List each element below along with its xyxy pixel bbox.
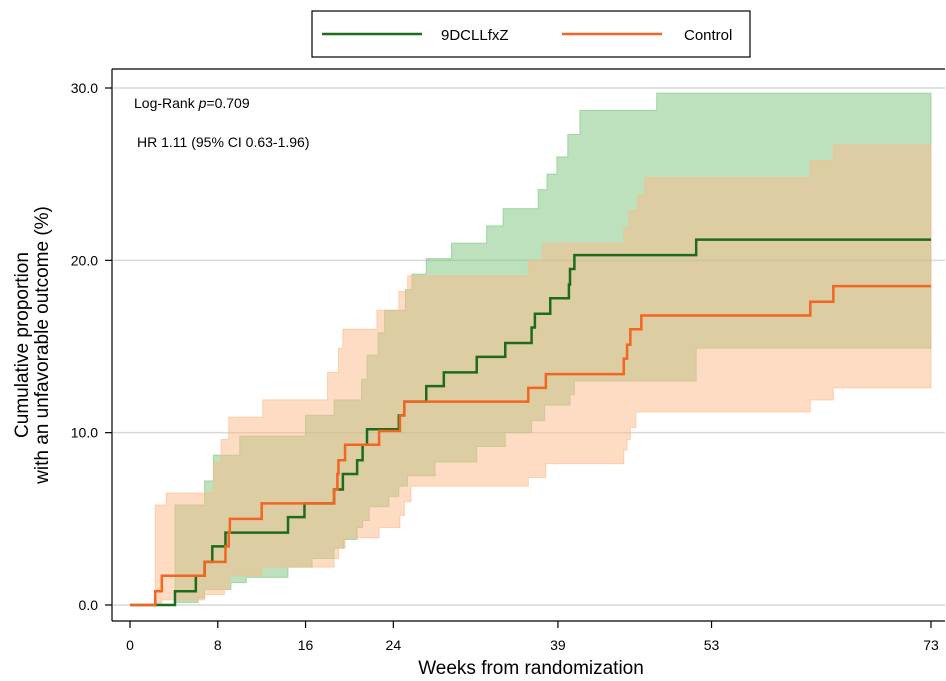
- legend: 9DCLLfxZ Control: [311, 10, 751, 58]
- x-tick-label-4: 39: [550, 637, 566, 653]
- y-tick-label-2: 20.0: [71, 252, 98, 268]
- y-axis-title-line1: Cumulative proportion: [12, 252, 33, 438]
- y-tick-label-0: 0.0: [79, 597, 99, 613]
- y-ticks: 0.0 10.0 20.0 30.0: [71, 80, 112, 613]
- ci-band-control: [130, 144, 932, 606]
- x-ticks: 0 8 16 24 39 53 73: [126, 621, 939, 653]
- x-tick-label-5: 53: [704, 637, 720, 653]
- x-tick-label-6: 73: [923, 637, 939, 653]
- logrank-annotation: Log-Rank p=0.709: [134, 95, 250, 111]
- x-tick-label-0: 0: [126, 637, 134, 653]
- x-tick-label-2: 16: [298, 637, 314, 653]
- series-lines: [130, 238, 931, 607]
- y-axis-title: Cumulative proportion with an unfavorabl…: [12, 206, 53, 485]
- x-axis-title: Weeks from randomization: [418, 658, 644, 679]
- y-tick-label-1: 10.0: [71, 425, 98, 441]
- y-axis-title-line2: with an unfavorable outcome (%): [32, 206, 53, 485]
- x-tick-label-3: 24: [386, 637, 402, 653]
- confidence-bands: [130, 92, 932, 606]
- x-tick-label-1: 8: [214, 637, 222, 653]
- hr-annotation: HR 1.11 (95% CI 0.63-1.96): [137, 134, 310, 150]
- y-tick-label-3: 30.0: [71, 80, 98, 96]
- series-line-control: [130, 284, 931, 607]
- legend-label-9DCLLfxZ: 9DCLLfxZ: [441, 27, 509, 44]
- axes: [111, 68, 945, 622]
- legend-label-control: Control: [684, 27, 732, 44]
